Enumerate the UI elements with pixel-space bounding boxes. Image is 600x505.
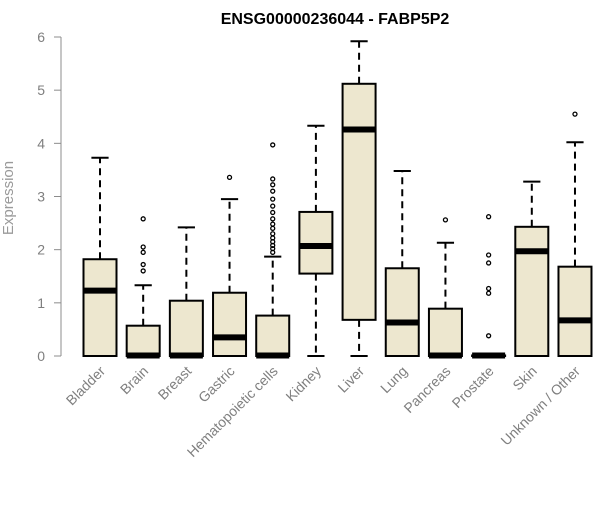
box-kidney: [298, 124, 334, 357]
box-gastric: [212, 174, 248, 357]
outlier-point: [270, 221, 276, 227]
box-liver: [341, 40, 377, 357]
outlier-point: [485, 252, 492, 258]
outlier-point: [270, 203, 276, 209]
y-tick-label: 1: [37, 295, 45, 311]
outlier-point: [270, 182, 276, 188]
iqr-box: [125, 324, 161, 358]
chart-title: ENSG00000236044 - FABP5P2: [221, 11, 450, 28]
y-axis-label: Expression: [0, 161, 17, 235]
iqr-box: [384, 267, 420, 357]
box-breast: [168, 226, 204, 359]
outlier-point: [270, 231, 276, 237]
y-tick-label: 6: [37, 29, 45, 45]
outlier-point: [140, 216, 146, 222]
x-category-label: Liver: [334, 363, 367, 396]
x-category-label: Prostate: [449, 363, 497, 411]
y-axis-ticks: 0 1 2 3 4 5 6: [37, 29, 61, 364]
y-tick-label: 5: [37, 82, 45, 98]
x-category-label: Gastric: [195, 363, 238, 406]
x-category-label: Kidney: [282, 363, 324, 405]
outlier-point: [270, 216, 276, 222]
iqr-box: [427, 307, 463, 358]
outlier-point: [140, 244, 146, 250]
box-prostate: [471, 214, 507, 359]
outlier-point: [270, 188, 276, 194]
y-tick-label: 3: [37, 189, 45, 205]
y-tick-label: 4: [37, 135, 45, 151]
iqr-box: [514, 225, 550, 357]
outlier-point: [140, 249, 146, 255]
x-category-label: Bladder: [63, 363, 109, 409]
x-category-label: Unknown / Other: [497, 363, 583, 449]
iqr-box: [168, 299, 204, 357]
box-series: [82, 40, 593, 359]
box-pancreas: [427, 217, 463, 359]
outlier-point: [442, 217, 449, 223]
outlier-point: [485, 214, 492, 220]
iqr-box: [557, 265, 593, 357]
iqr-box: [212, 291, 248, 357]
outlier-point: [140, 268, 146, 274]
box-brain: [125, 216, 161, 359]
x-category-label: Lung: [377, 363, 410, 396]
outlier-point: [140, 261, 146, 268]
box-unknown-other: [557, 111, 593, 357]
outlier-point: [572, 111, 578, 117]
box-lung: [384, 169, 420, 357]
iqr-box: [82, 258, 118, 357]
outlier-point: [485, 290, 492, 296]
box-hematopoietic-cells: [255, 142, 291, 359]
x-category-label: Pancreas: [400, 363, 453, 416]
iqr-box: [298, 210, 334, 275]
outlier-point: [226, 174, 233, 181]
outlier-point: [485, 333, 492, 339]
outlier-point: [270, 142, 276, 148]
outlier-point: [270, 245, 276, 252]
iqr-box: [341, 82, 377, 321]
outlier-point: [270, 196, 276, 202]
iqr-box: [255, 314, 291, 357]
outlier-point: [270, 235, 276, 241]
outlier-point: [270, 176, 276, 182]
x-category-label: Breast: [155, 363, 195, 403]
box-bladder: [82, 156, 118, 357]
outlier-point: [270, 225, 276, 232]
x-category-label: Brain: [117, 363, 151, 397]
outlier-point: [270, 209, 276, 216]
box-skin: [514, 180, 550, 357]
y-tick-label: 2: [37, 242, 45, 258]
outlier-point: [485, 260, 492, 266]
x-category-label: Skin: [509, 363, 540, 394]
outlier-point: [485, 285, 492, 292]
y-tick-label: 0: [37, 348, 45, 364]
